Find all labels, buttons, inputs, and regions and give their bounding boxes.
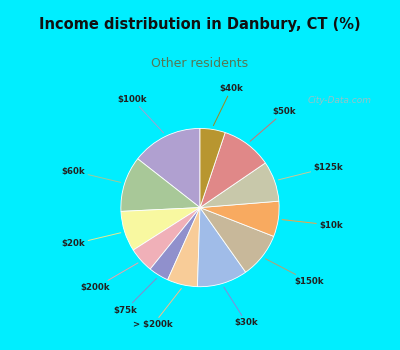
Text: $60k: $60k [62, 167, 121, 182]
Text: $125k: $125k [278, 163, 343, 180]
Text: Other residents: Other residents [152, 57, 248, 70]
Text: City-Data.com: City-Data.com [308, 96, 372, 105]
Text: $200k: $200k [81, 263, 138, 292]
Text: $20k: $20k [62, 233, 121, 248]
Wedge shape [150, 208, 200, 280]
Wedge shape [200, 208, 274, 272]
Wedge shape [168, 208, 200, 287]
Text: $100k: $100k [118, 95, 164, 133]
Text: $75k: $75k [113, 278, 156, 315]
Wedge shape [121, 208, 200, 250]
Text: $10k: $10k [282, 220, 343, 230]
Text: $150k: $150k [266, 259, 324, 286]
Text: $50k: $50k [250, 107, 296, 141]
Wedge shape [198, 208, 246, 287]
Wedge shape [200, 201, 279, 236]
Text: $30k: $30k [224, 287, 258, 327]
Wedge shape [121, 159, 200, 211]
Wedge shape [200, 128, 225, 208]
Wedge shape [200, 133, 265, 208]
Wedge shape [200, 163, 279, 208]
Text: Income distribution in Danbury, CT (%): Income distribution in Danbury, CT (%) [39, 17, 361, 32]
Wedge shape [133, 208, 200, 269]
Wedge shape [138, 128, 200, 208]
Text: $40k: $40k [213, 84, 243, 126]
Text: > $200k: > $200k [133, 288, 181, 329]
